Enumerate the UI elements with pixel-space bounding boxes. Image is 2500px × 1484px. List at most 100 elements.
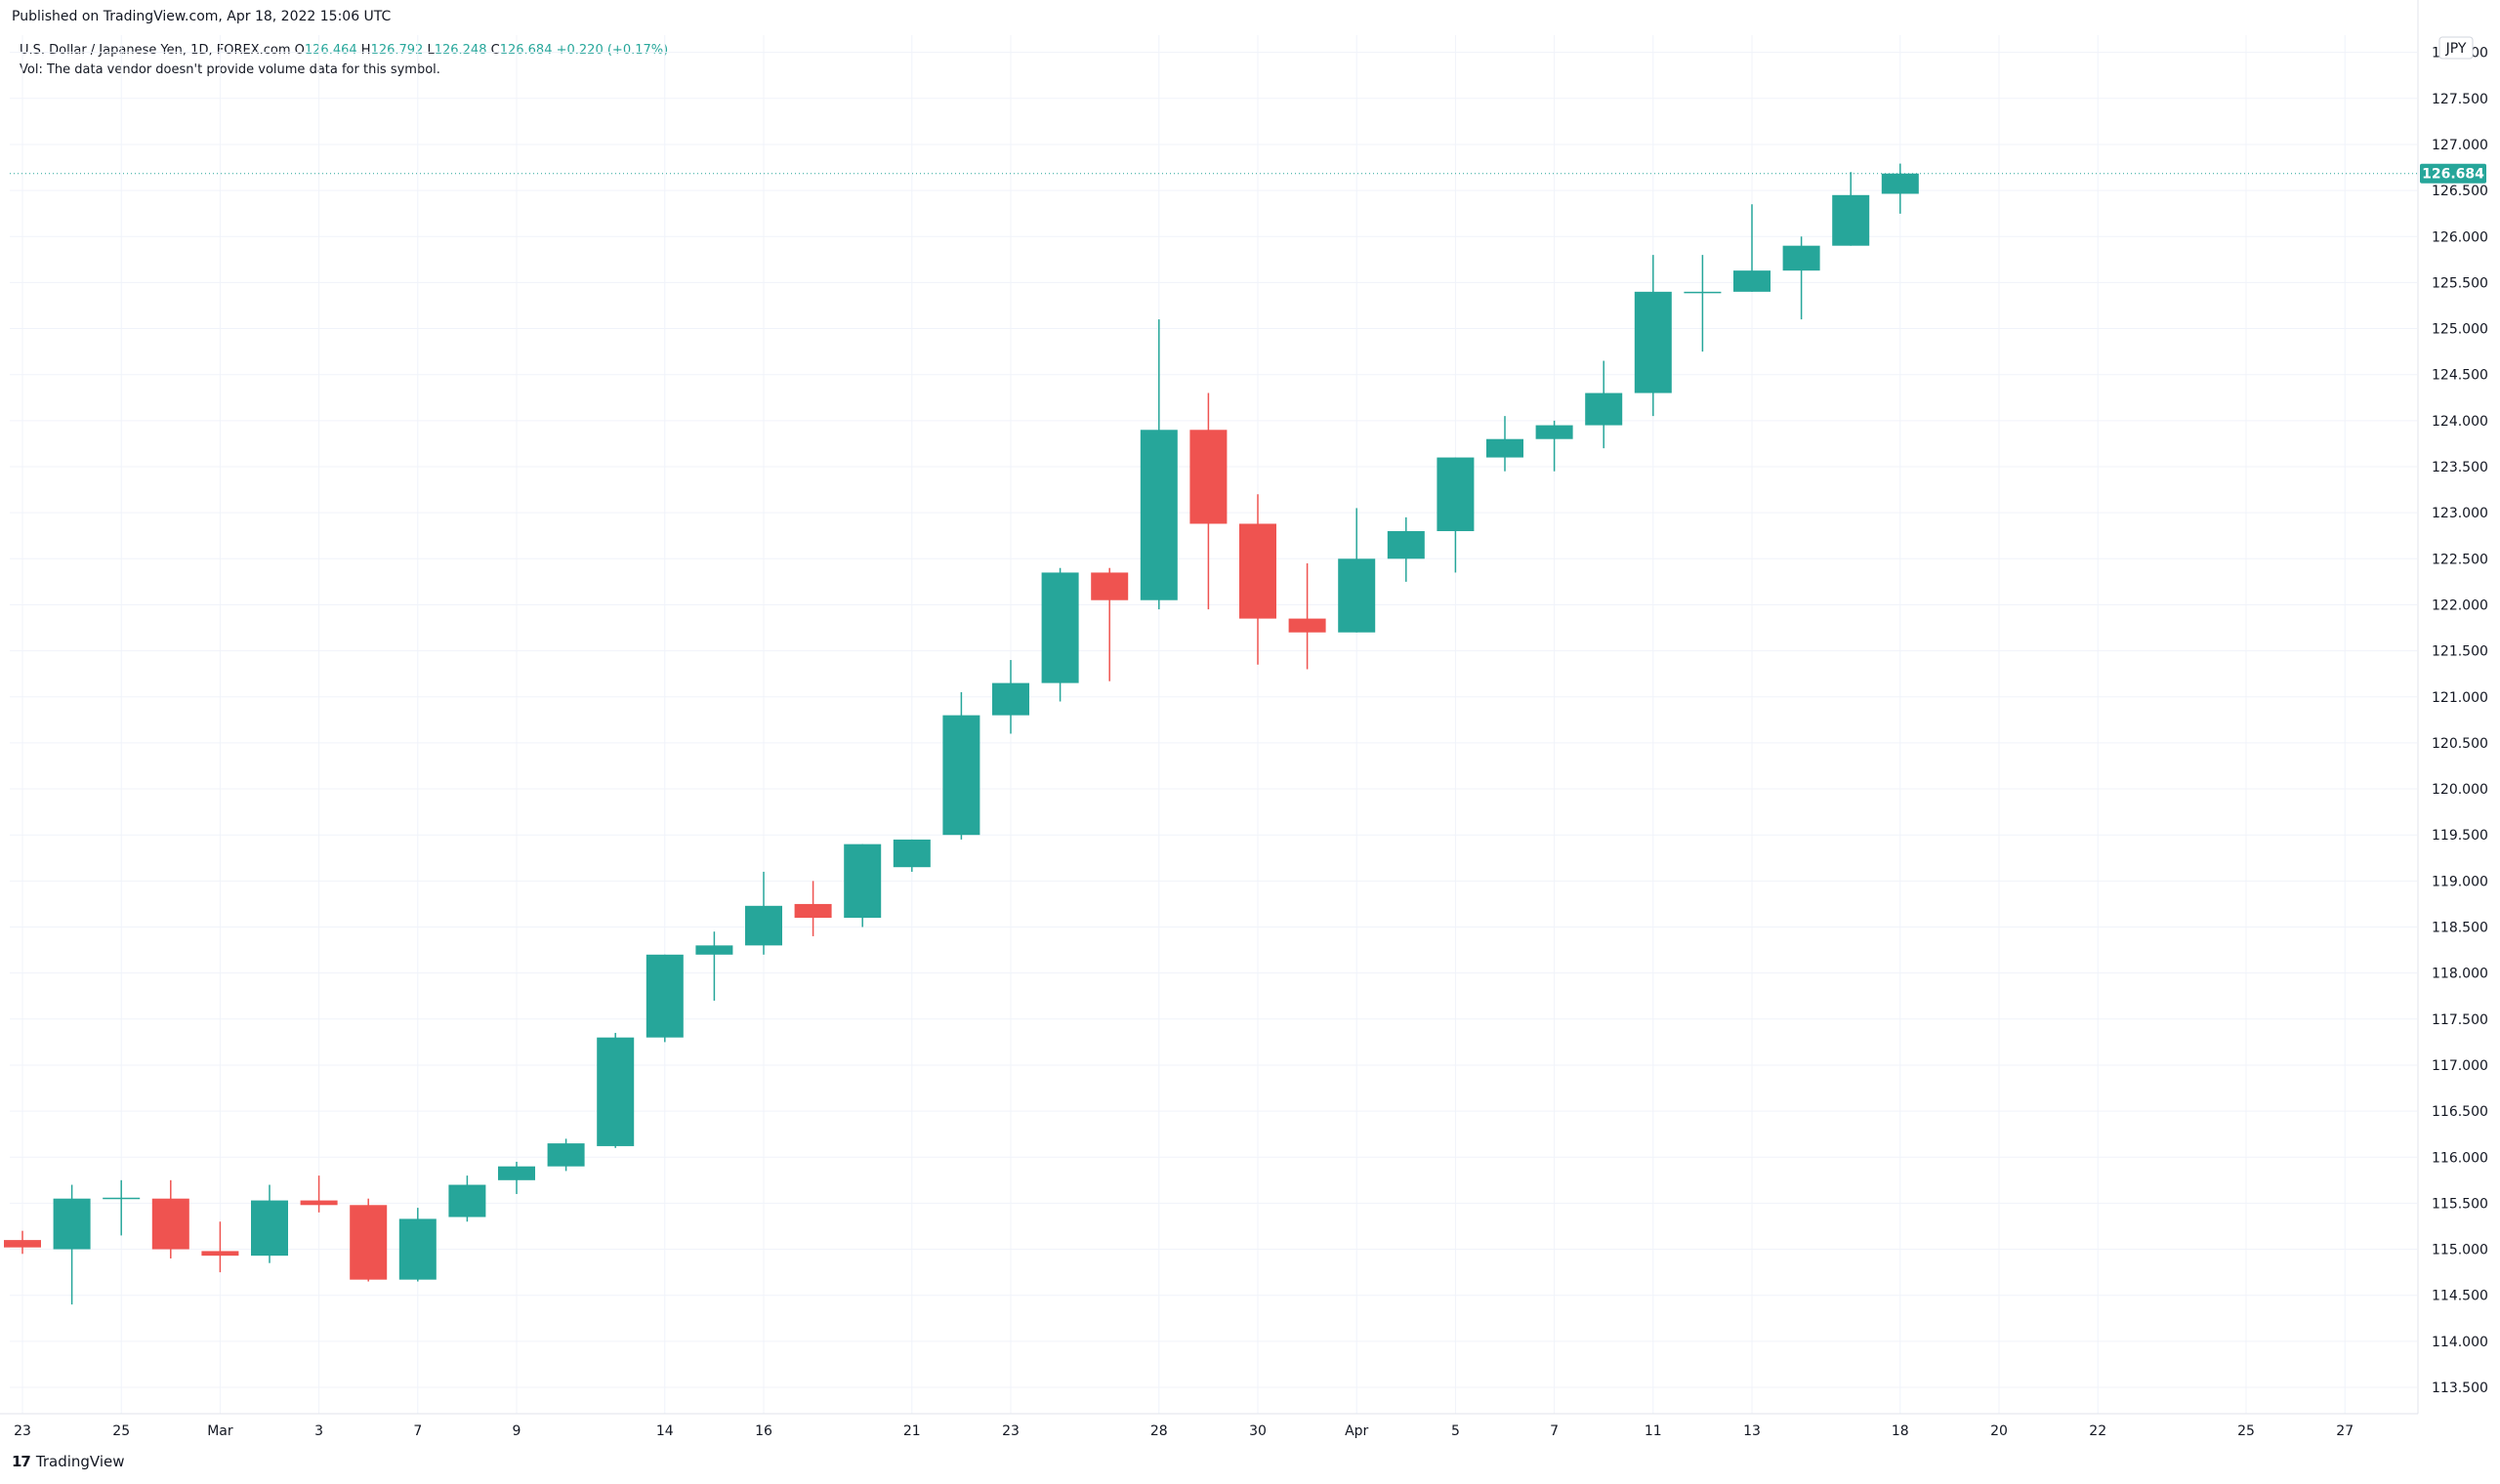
x-tick-label: Apr xyxy=(1345,1423,1368,1439)
candle-body xyxy=(1041,572,1079,683)
candle-body xyxy=(893,839,931,868)
candle-body xyxy=(1239,523,1276,619)
candle-body xyxy=(794,903,832,919)
y-tick-label: 114.500 xyxy=(2432,1289,2488,1304)
close-value: 126.684 xyxy=(499,43,553,58)
x-tick-label: 22 xyxy=(2089,1423,2106,1439)
symbol-label: U.S. Dollar / Japanese Yen, 1D, FOREX.co… xyxy=(20,43,291,58)
x-tick-label: 13 xyxy=(1743,1423,1761,1439)
candle-body xyxy=(4,1240,41,1248)
candle-body xyxy=(695,945,733,955)
y-tick-label: 123.500 xyxy=(2432,460,2488,475)
open-label: O xyxy=(294,43,305,58)
y-tick-label: 121.500 xyxy=(2432,644,2488,660)
last-price-badge xyxy=(2420,163,2486,184)
candle-body xyxy=(53,1198,91,1250)
x-tick-label: 20 xyxy=(1990,1423,2008,1439)
x-tick-label: 25 xyxy=(2237,1423,2255,1439)
x-tick-label: 27 xyxy=(2336,1423,2354,1439)
footer: 17 TradingView xyxy=(12,1453,125,1470)
candle-body xyxy=(1338,558,1376,633)
y-tick-label: 120.000 xyxy=(2432,782,2488,798)
x-tick-label: 25 xyxy=(112,1423,130,1439)
y-tick-label: 118.500 xyxy=(2432,921,2488,936)
tradingview-logo[interactable]: 17 xyxy=(12,1453,31,1470)
x-tick-label: 7 xyxy=(1550,1423,1559,1439)
x-tick-label: 21 xyxy=(903,1423,921,1439)
y-tick-label: 127.000 xyxy=(2432,138,2488,153)
candle-body xyxy=(1881,173,1919,194)
y-tick-label: 117.500 xyxy=(2432,1012,2488,1028)
candle-body xyxy=(1782,245,1820,271)
published-note: Published on TradingView.com, Apr 18, 20… xyxy=(12,9,392,24)
y-tick-label: 117.000 xyxy=(2432,1058,2488,1074)
y-tick-label: 116.500 xyxy=(2432,1104,2488,1120)
high-label: H xyxy=(360,43,371,58)
y-tick-label: 115.500 xyxy=(2432,1196,2488,1212)
y-tick-label: 119.000 xyxy=(2432,874,2488,889)
y-tick-label: 123.000 xyxy=(2432,506,2488,521)
candle-body xyxy=(1832,194,1870,246)
candle-body xyxy=(992,682,1029,716)
footer-brand[interactable]: TradingView xyxy=(35,1453,125,1470)
x-tick-label: 18 xyxy=(1892,1423,1909,1439)
y-tick-label: 125.500 xyxy=(2432,275,2488,291)
candle-body xyxy=(1091,572,1129,600)
y-tick-label: 122.500 xyxy=(2432,552,2488,567)
y-tick-label: 124.500 xyxy=(2432,368,2488,384)
last-price-label: 126.684 xyxy=(2422,167,2484,183)
x-tick-label: 7 xyxy=(413,1423,422,1439)
x-tick-label: 23 xyxy=(1002,1423,1020,1439)
chart-legend: U.S. Dollar / Japanese Yen, 1D, FOREX.co… xyxy=(20,41,668,80)
y-tick-label: 125.000 xyxy=(2432,322,2488,338)
y-tick-label: 126.500 xyxy=(2432,184,2488,199)
candle-body xyxy=(844,844,882,919)
candle-body xyxy=(300,1200,338,1206)
x-tick-label: Mar xyxy=(207,1423,233,1439)
y-tick-label: 118.000 xyxy=(2432,967,2488,982)
y-tick-label: 113.500 xyxy=(2432,1381,2488,1396)
y-tick-label: 126.000 xyxy=(2432,229,2488,245)
candle-body xyxy=(1387,531,1425,559)
candle-body xyxy=(251,1200,288,1257)
x-tick-label: 23 xyxy=(14,1423,31,1439)
candle-body xyxy=(1684,291,1722,294)
candle-body xyxy=(942,715,980,836)
x-tick-label: 16 xyxy=(755,1423,772,1439)
candle-body xyxy=(1634,291,1672,393)
high-value: 126.792 xyxy=(370,43,424,58)
candle-body xyxy=(350,1205,388,1280)
candle-body xyxy=(597,1037,635,1146)
volume-note: Vol: The data vendor doesn't provide vol… xyxy=(20,62,440,77)
candle-body xyxy=(547,1143,585,1167)
low-label: L xyxy=(427,43,435,58)
y-tick-label: 121.000 xyxy=(2432,690,2488,706)
x-tick-label: 3 xyxy=(314,1423,323,1439)
x-tick-label: 14 xyxy=(656,1423,674,1439)
candle-body xyxy=(201,1251,239,1257)
candle-body xyxy=(103,1197,141,1200)
y-tick-label: 124.000 xyxy=(2432,414,2488,430)
candle-body xyxy=(1486,438,1523,458)
y-tick-label: 114.000 xyxy=(2432,1335,2488,1350)
open-value: 126.464 xyxy=(304,43,357,58)
candle-body xyxy=(1733,270,1771,292)
candle-body xyxy=(498,1166,535,1180)
y-tick-label: 115.000 xyxy=(2432,1243,2488,1258)
candle-body xyxy=(646,954,684,1038)
ohlc-line: U.S. Dollar / Japanese Yen, 1D, FOREX.co… xyxy=(20,41,668,61)
candle-body xyxy=(151,1198,189,1250)
candle-body xyxy=(1140,430,1178,600)
currency-badge xyxy=(2438,36,2474,60)
y-tick-label: 122.000 xyxy=(2432,598,2488,613)
y-tick-label: 116.000 xyxy=(2432,1150,2488,1166)
y-tick-label: 119.500 xyxy=(2432,828,2488,844)
low-value: 126.248 xyxy=(434,43,487,58)
close-label: C xyxy=(490,43,500,58)
candle-body xyxy=(1288,618,1326,633)
candle-body xyxy=(745,905,782,946)
y-tick-label: 127.500 xyxy=(2432,92,2488,107)
candle-body xyxy=(1189,430,1228,524)
x-tick-label: 9 xyxy=(513,1423,521,1439)
